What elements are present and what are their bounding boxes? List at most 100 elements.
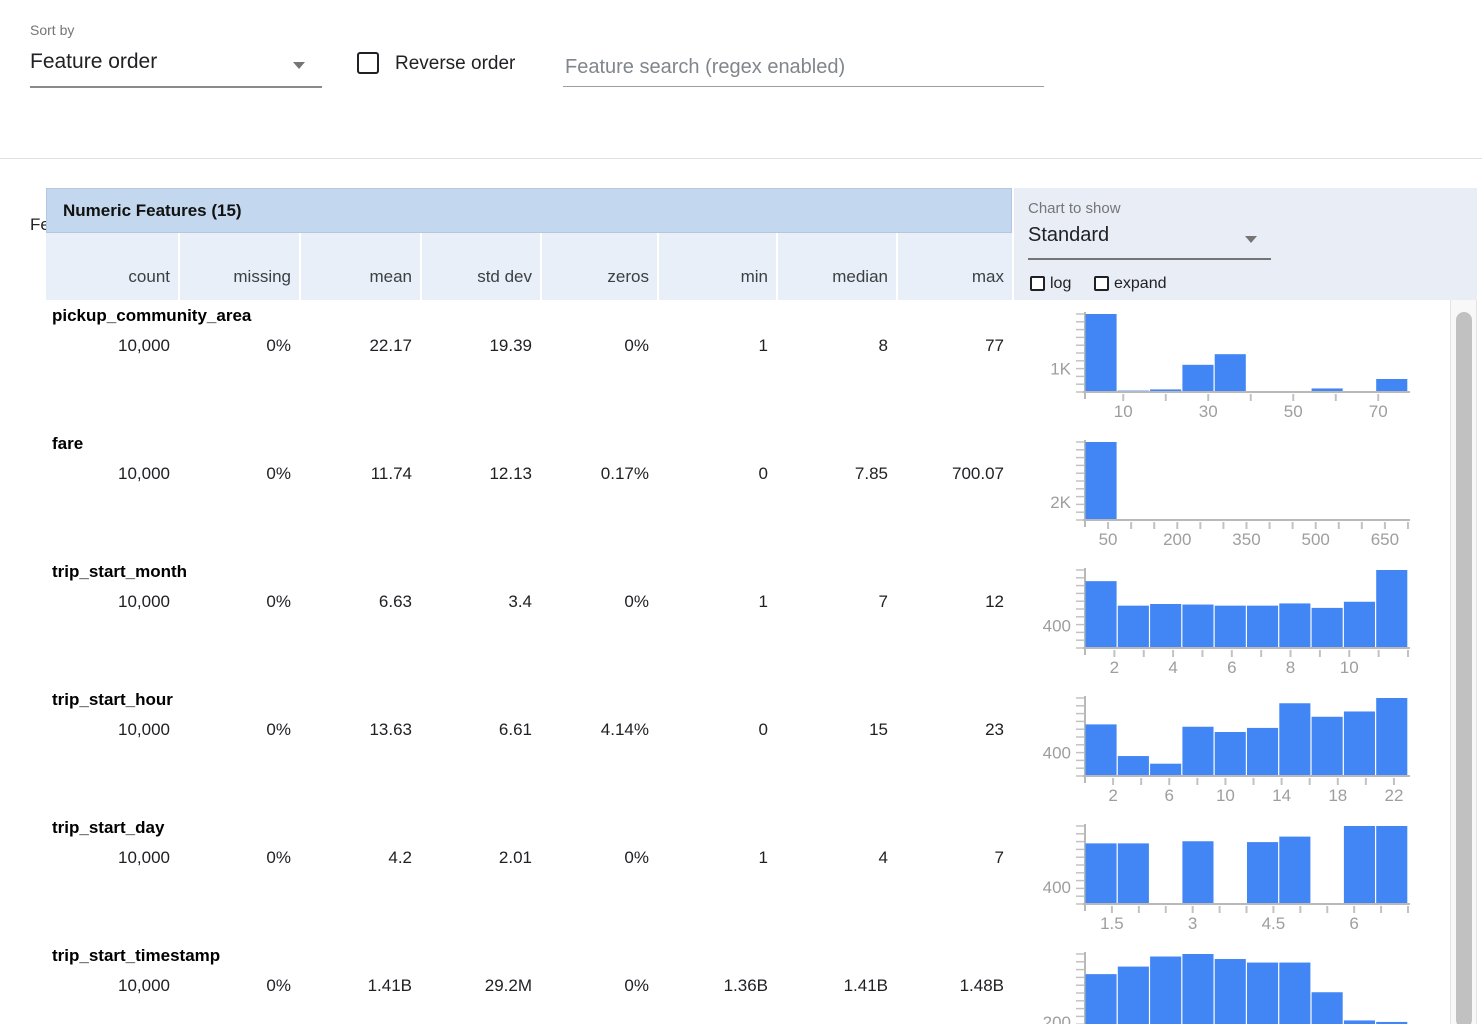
x-tick-label: 6 [1349, 914, 1358, 933]
histogram-trip_start_timestamp[interactable]: 200 [1030, 944, 1430, 1024]
expand-checkbox[interactable] [1094, 276, 1109, 291]
y-axis-label: 2K [1050, 493, 1071, 512]
feature-name: trip_start_day [52, 818, 165, 837]
stat-zeros: 0% [624, 976, 649, 995]
expand-label[interactable]: expand [1114, 275, 1167, 292]
stat-min: 0 [758, 720, 768, 739]
feature-stats: 10,000 0% 11.74 12.13 0.17% 0 7.85 700.07 [46, 464, 1012, 484]
x-tick-label: 1.5 [1100, 914, 1124, 933]
stat-min: 1.36B [723, 976, 768, 995]
column-header-missing: missing [178, 233, 299, 300]
reverse-order-label: Reverse order [395, 53, 516, 74]
y-axis-label: 400 [1043, 744, 1071, 763]
stat-zeros: 0% [624, 848, 649, 867]
stat-count: 10,000 [118, 464, 170, 483]
feature-row-pickup_community_area: pickup_community_area 10,000 0% 22.17 19.39 0… [46, 300, 1477, 428]
sort-by-dropdown[interactable]: Feature order [30, 50, 158, 73]
histogram-pickup_community_area[interactable]: 1K 10 30 50 70 [1030, 304, 1430, 428]
column-header-median: median [776, 233, 896, 300]
histogram-trip_start_hour[interactable]: 400 2 6 10 14 18 22 [1030, 688, 1430, 812]
stat-min: 1 [758, 848, 768, 867]
column-header-zeros: zeros [540, 233, 657, 300]
x-tick-label: 3 [1188, 914, 1197, 933]
stat-count: 10,000 [118, 976, 170, 995]
x-tick-label: 650 [1371, 530, 1399, 549]
chevron-down-icon[interactable] [1245, 236, 1257, 243]
x-tick-label: 18 [1328, 786, 1347, 805]
x-tick-label: 50 [1099, 530, 1118, 549]
stat-missing: 0% [266, 592, 291, 611]
feature-name: trip_start_hour [52, 690, 173, 709]
x-tick-label: 200 [1163, 530, 1191, 549]
stat-mean: 22.17 [369, 336, 412, 355]
stat-max: 12 [985, 592, 1004, 611]
stat-median: 15 [869, 720, 888, 739]
feature-name: pickup_community_area [52, 306, 252, 325]
stat-max: 23 [985, 720, 1004, 739]
stat-mean: 11.74 [370, 464, 412, 483]
feature-search-input[interactable] [563, 48, 1044, 87]
stat-std_dev: 6.61 [498, 720, 532, 739]
chart-type-dropdown[interactable]: Standard [1028, 224, 1110, 246]
stat-zeros: 0% [624, 592, 649, 611]
stat-zeros: 0% [624, 336, 649, 355]
stat-count: 10,000 [118, 592, 170, 611]
feature-stats: 10,000 0% 1.41B 29.2M 0% 1.36B 1.41B 1.48B [46, 976, 1012, 996]
x-tick-label: 10 [1340, 658, 1359, 677]
x-tick-label: 4 [1168, 658, 1177, 677]
chart-controls: Chart to show Standard log expand [1014, 188, 1477, 300]
column-header-count: count [46, 233, 178, 300]
column-header-std-dev: std dev [420, 233, 540, 300]
x-tick-label: 10 [1114, 402, 1133, 421]
stat-median: 7 [878, 592, 888, 611]
stat-missing: 0% [266, 336, 291, 355]
stat-std_dev: 12.13 [489, 464, 532, 483]
column-header-max: max [896, 233, 1012, 300]
feature-stats: 10,000 0% 22.17 19.39 0% 1 8 77 [46, 336, 1012, 356]
chevron-down-icon[interactable] [293, 62, 305, 69]
y-axis-label: 400 [1043, 617, 1071, 636]
feature-name: trip_start_month [52, 562, 188, 581]
column-header-min: min [657, 233, 776, 300]
stat-max: 77 [985, 336, 1004, 355]
stat-median: 1.41B [843, 976, 888, 995]
x-tick-label: 10 [1216, 786, 1235, 805]
sort-dropdown-underline [30, 86, 322, 88]
feature-row-trip_start_hour: trip_start_hour 10,000 0% 13.63 6.61 4.14% 0 15… [46, 684, 1477, 812]
stat-mean: 6.63 [378, 592, 412, 611]
stat-mean: 1.41B [367, 976, 412, 995]
histogram-trip_start_month[interactable]: 400 2 4 6 8 10 [1030, 560, 1430, 684]
log-checkbox[interactable] [1030, 276, 1045, 291]
stat-median: 4 [878, 848, 888, 867]
feature-stats: 10,000 0% 4.2 2.01 0% 1 4 7 [46, 848, 1012, 868]
column-header-mean: mean [299, 233, 420, 300]
sort-by-label: Sort by [30, 22, 75, 38]
histogram-fare[interactable]: 2K 50 200 350 500 650 [1030, 432, 1430, 556]
stat-max: 1.48B [959, 976, 1004, 995]
stat-zeros: 4.14% [600, 720, 649, 739]
stat-mean: 4.2 [388, 848, 412, 867]
feature-row-trip_start_day: trip_start_day 10,000 0% 4.2 2.01 0% 1 4 7 400 1.5… [46, 812, 1477, 940]
x-tick-label: 14 [1272, 786, 1291, 805]
reverse-order-checkbox[interactable] [357, 52, 379, 74]
histogram-trip_start_day[interactable]: 400 1.5 3 4.5 6 [1030, 816, 1430, 940]
scrollbar-thumb[interactable] [1456, 312, 1472, 1024]
x-tick-label: 70 [1369, 402, 1388, 421]
feature-name: fare [52, 434, 84, 453]
x-tick-label: 6 [1227, 658, 1236, 677]
stat-min: 0 [758, 464, 768, 483]
stat-median: 8 [878, 336, 888, 355]
stat-max: 7 [994, 848, 1004, 867]
log-label[interactable]: log [1050, 275, 1072, 292]
feature-name: trip_start_timestamp [52, 946, 221, 965]
x-tick-label: 4.5 [1262, 914, 1286, 933]
stat-missing: 0% [266, 976, 291, 995]
stat-min: 1 [758, 336, 768, 355]
y-axis-label: 200 [1043, 1013, 1071, 1024]
y-axis-label: 1K [1050, 359, 1071, 378]
x-tick-label: 6 [1165, 786, 1174, 805]
x-tick-label: 8 [1286, 658, 1295, 677]
stat-count: 10,000 [118, 336, 170, 355]
stat-missing: 0% [266, 848, 291, 867]
